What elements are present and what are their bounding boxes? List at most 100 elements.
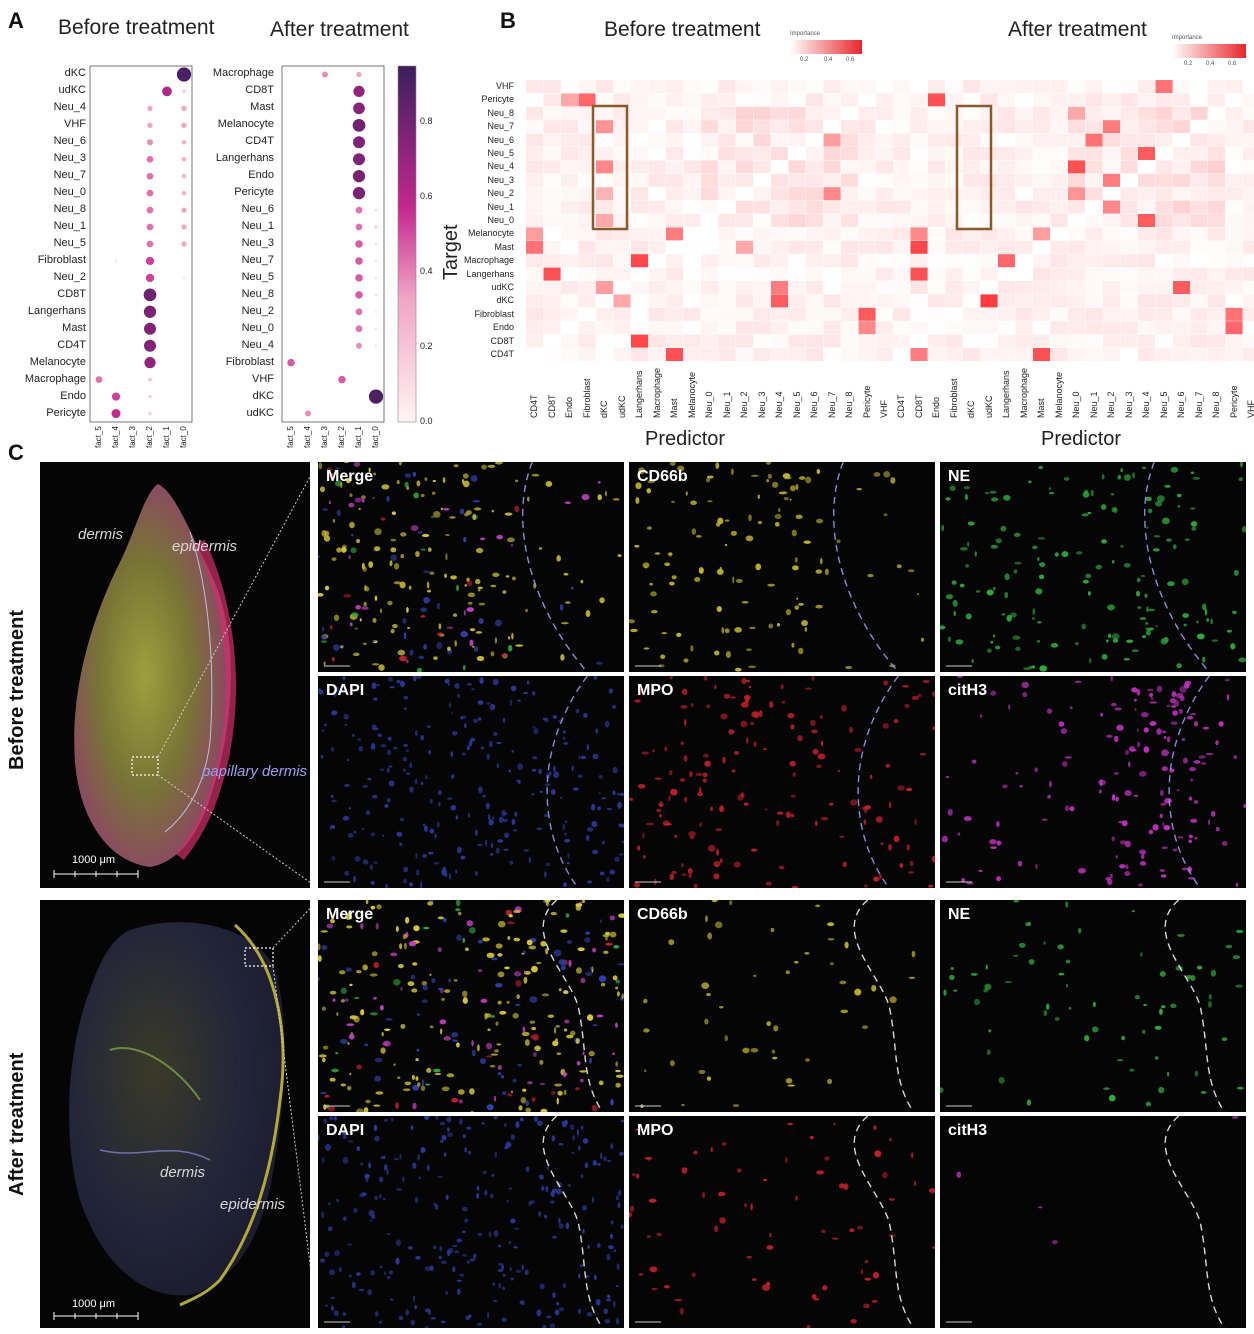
before-boundary-line: [857, 676, 899, 888]
before-cd66b-signal: [705, 477, 711, 483]
dotplot-after-frame: [281, 65, 385, 423]
heatmap-before-cell: [578, 147, 596, 160]
after-merge-signal: [566, 1034, 574, 1039]
before-dapi-signal: [330, 746, 335, 752]
after-merge-signal: [585, 971, 593, 976]
before-cd66b-signal: [669, 581, 675, 586]
heatmap-after-cell: [1208, 187, 1226, 201]
dotplot-before-dot: [181, 173, 187, 179]
heatmap-before-cell: [578, 214, 596, 227]
after-dapi-signal: [418, 1176, 421, 1180]
after-dapi-signal: [545, 1185, 549, 1193]
before-merge-signal: [351, 533, 354, 537]
before-mpo-signal: [763, 747, 767, 751]
before-cith3-signal: [1049, 780, 1052, 788]
after-ne-signal: [1121, 1035, 1126, 1041]
before-merge-signal: [432, 479, 437, 483]
before-merge-signal: [481, 464, 487, 470]
heatmap-after-cell: [1173, 200, 1191, 214]
after-merge-signal: [615, 1069, 621, 1073]
before-dapi-signal: [513, 828, 518, 832]
before-mpo-signal: [792, 772, 796, 777]
before-dapi-signal: [457, 846, 462, 854]
after-dapi-signal: [388, 1270, 393, 1275]
after-dapi-signal: [593, 1274, 597, 1280]
heatmap-after-cell: [1120, 254, 1138, 268]
after-merge-signal: [486, 1042, 493, 1050]
after-cd66b-signal: [724, 1035, 729, 1042]
heatmap-before-cell: [806, 254, 824, 268]
before-dapi-signal: [602, 840, 605, 845]
heatmap-before-cell: [788, 227, 806, 241]
before-dapi-signal: [580, 755, 587, 760]
after-merge-signal: [553, 949, 562, 957]
after-merge-signal: [429, 1025, 434, 1029]
before-cd66b-signal: [757, 520, 763, 525]
dotplot-svg: [89, 65, 417, 423]
heatmap-before-target-label: Pericyte: [481, 94, 514, 105]
heatmap-before-cell: [858, 307, 876, 321]
before-mpo-signal: [722, 756, 726, 764]
heatmap-after-cell: [1050, 334, 1068, 348]
after-merge-signal: [514, 1003, 521, 1006]
after-merge-signal: [526, 939, 533, 946]
after-dapi-signal: [613, 1300, 616, 1308]
after-merge-signal: [592, 1024, 598, 1027]
dotplot-before-row-label: Neu_2: [53, 270, 86, 283]
before-dapi-signal: [516, 779, 519, 783]
after-dapi-signal: [452, 1266, 456, 1273]
heatmap-after-cell: [1120, 294, 1138, 308]
before-cith3-signal: [1133, 794, 1139, 797]
after-dapi-signal: [498, 1282, 501, 1289]
after-merge-signal: [609, 931, 617, 938]
after-merge-signal: [550, 911, 557, 916]
before-dapi-signal: [373, 697, 378, 701]
after-mpo-signal: [822, 1285, 828, 1291]
before-merge-signal: [508, 636, 511, 640]
heatmap-after-cell: [998, 267, 1016, 281]
before-merge-signal: [336, 509, 341, 517]
before-merge-signal: [612, 498, 620, 501]
before-dapi-signal: [344, 870, 350, 877]
heatmap-before-cell: [683, 281, 701, 294]
before-cith3-signal: [1194, 836, 1198, 840]
before-dapi-signal: [606, 807, 613, 811]
after-mpo-signal: [864, 1259, 869, 1264]
before-mpo-signal: [699, 786, 702, 793]
after-merge-signal: [318, 1054, 327, 1058]
heatmap-before-cell: [683, 240, 701, 254]
before-merge-signal: [413, 492, 420, 499]
dotplot-before-dot: [111, 392, 121, 401]
before-cith3-signal: [963, 816, 972, 822]
heatmap-after-cell: [1033, 120, 1051, 134]
after-merge-signal: [457, 1089, 465, 1095]
before-ne-signal: [1120, 468, 1123, 473]
before-merge-signal: [397, 649, 406, 656]
before-cith3-signal: [1163, 825, 1171, 831]
heatmap-after-cell: [1243, 80, 1254, 93]
after-merge-signal: [487, 1028, 491, 1032]
after-mpo-signal: [718, 1191, 726, 1197]
before-dapi-signal: [436, 821, 440, 828]
before-cd66b-signal: [730, 530, 738, 536]
after-ne-signal: [1092, 1001, 1096, 1008]
heatmap-before-predictor-label: Fibroblast: [581, 378, 592, 418]
heatmap-before-title: Before treatment: [604, 18, 761, 41]
after-merge-signal: [371, 951, 378, 957]
before-ne-signal: [1155, 625, 1158, 628]
after-cd66b-signal: [705, 993, 712, 997]
heatmap-before-cell: [806, 348, 824, 361]
heatmap-after-cell: [928, 80, 946, 93]
heatmap-after-cell: [1243, 120, 1254, 134]
before-mpo-signal: [797, 735, 803, 742]
before-mpo-signal: [737, 794, 744, 801]
heatmap-before-cell: [578, 160, 596, 174]
before-dapi-signal: [526, 680, 530, 685]
dotplot-before-dot: [146, 189, 154, 197]
dotplot-after-dot: [305, 410, 311, 417]
before-dapi-signal: [385, 883, 389, 888]
heatmap-before-cell: [718, 173, 736, 187]
after-ne-signal: [1154, 1056, 1159, 1060]
before-mpo-signal: [820, 817, 829, 821]
heatmap-after-cell: [963, 106, 981, 120]
